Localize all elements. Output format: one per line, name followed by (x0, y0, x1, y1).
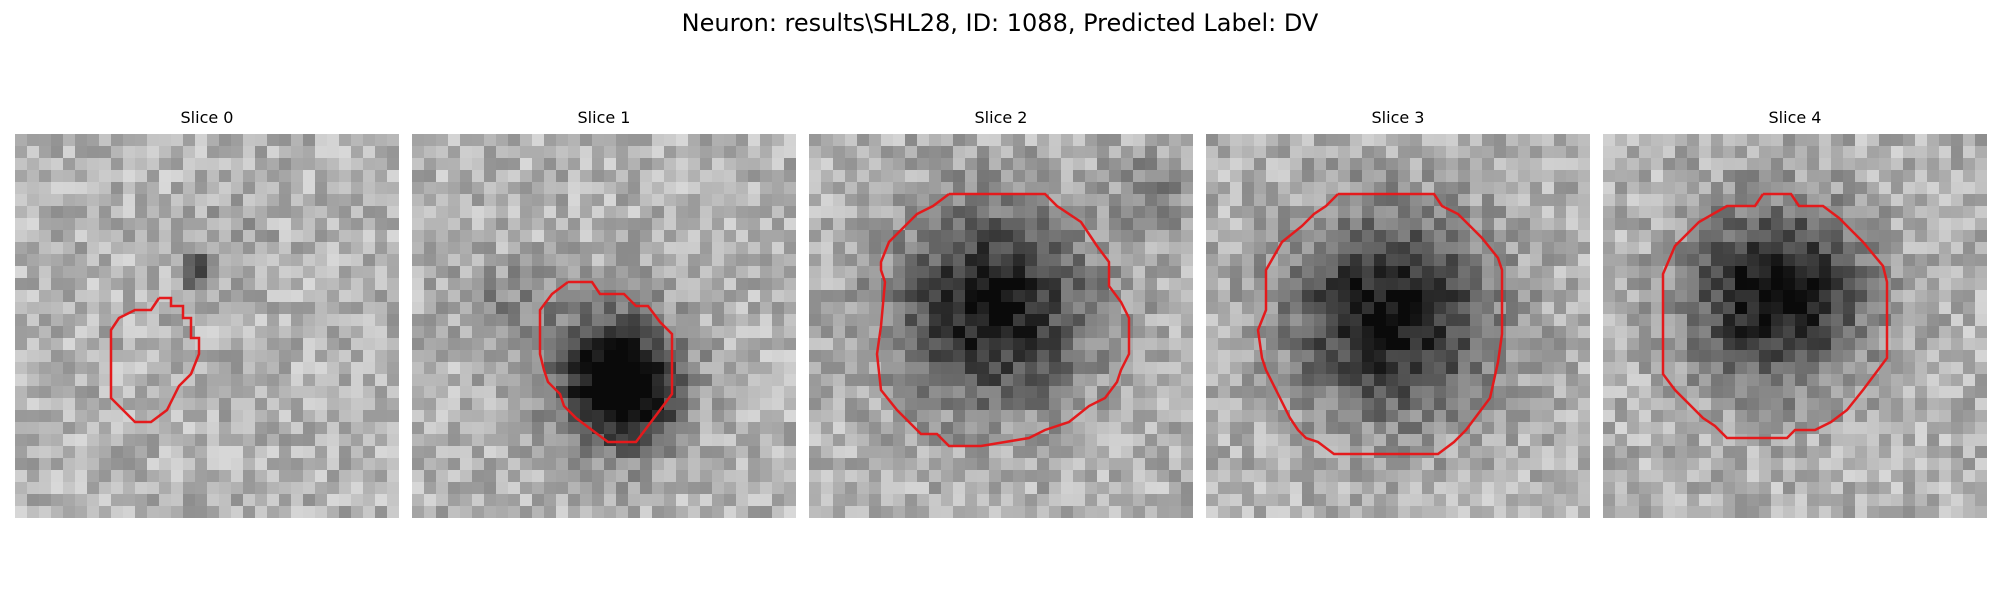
slice-title: Slice 4 (1768, 108, 1822, 127)
slice-panel-3: Slice 3 (1206, 108, 1590, 518)
roi-contour (109, 296, 201, 424)
grayscale-patch (15, 134, 399, 518)
figure-title: Neuron: results\SHL28, ID: 1088, Predict… (681, 9, 1319, 37)
slice-image (809, 134, 1193, 518)
roi-contour (875, 192, 1131, 448)
slice-panel-1: Slice 1 (412, 108, 796, 518)
roi-contour (1256, 192, 1504, 456)
slice-panel-2: Slice 2 (809, 108, 1193, 518)
slice-image (15, 134, 399, 518)
slice-title: Slice 2 (974, 108, 1028, 127)
slice-panel-4: Slice 4 (1603, 108, 1987, 518)
slice-title: Slice 1 (577, 108, 631, 127)
roi-contour (538, 280, 674, 444)
slice-panel-0: Slice 0 (15, 108, 399, 518)
roi-contour (1661, 192, 1889, 440)
slice-image (1603, 134, 1987, 518)
slice-title: Slice 0 (180, 108, 234, 127)
grayscale-patch (412, 134, 796, 518)
slice-title: Slice 3 (1371, 108, 1425, 127)
slice-image (1206, 134, 1590, 518)
slice-image (412, 134, 796, 518)
